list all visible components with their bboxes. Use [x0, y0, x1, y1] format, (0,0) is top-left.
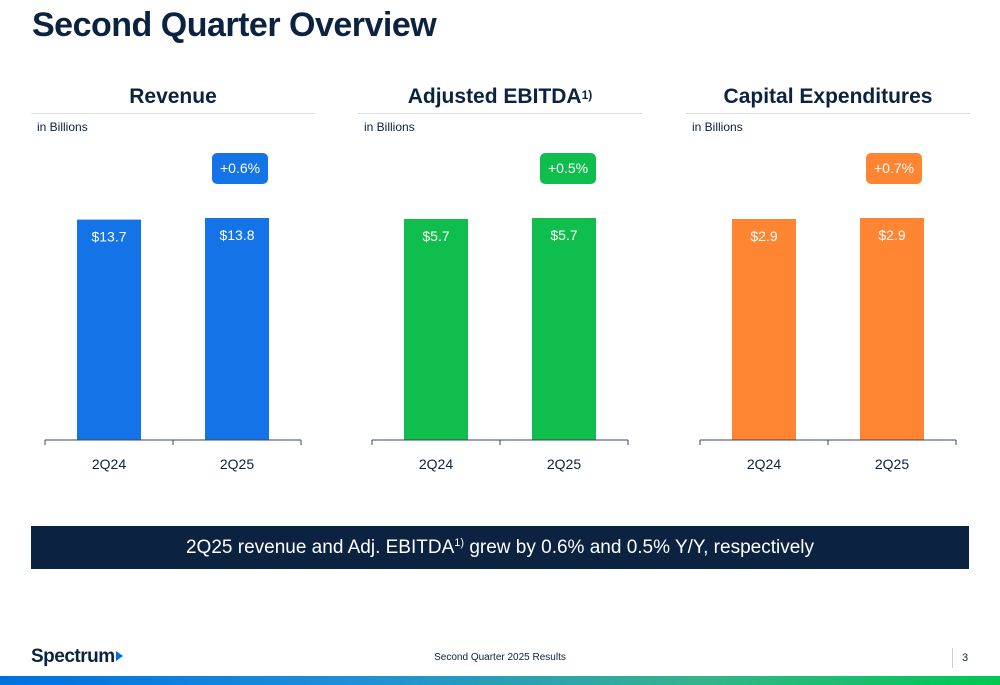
revenue-unit-label: in Billions: [37, 120, 88, 134]
ebitda-category-label: 2Q25: [547, 456, 581, 472]
summary-banner-footnote: 1): [454, 537, 465, 549]
revenue-bar-2Q24: [77, 219, 141, 440]
ebitda-unit-label: in Billions: [364, 120, 415, 134]
summary-banner-text-end: grew by 0.6% and 0.5% Y/Y, respectively: [464, 537, 814, 558]
summary-banner: 2Q25 revenue and Adj. EBITDA1) grew by 0…: [31, 526, 969, 569]
capex-bar-2Q24: [732, 219, 796, 440]
summary-banner-text-start: 2Q25 revenue and Adj. EBITDA: [185, 537, 455, 558]
ebitda-chart-title-text: Adjusted EBITDA: [407, 85, 582, 108]
spectrum-arrow-icon: [115, 650, 123, 661]
spectrum-logo-text: Spectrum: [31, 646, 115, 667]
spectrum-logo: Spectrum: [31, 646, 123, 668]
revenue-category-label: 2Q24: [92, 456, 126, 472]
footer-title: Second Quarter 2025 Results: [434, 652, 566, 663]
capex-category-label: 2Q25: [875, 456, 909, 472]
revenue-chart-title: Revenue: [31, 84, 315, 114]
ebitda-title-footnote: 1): [581, 88, 593, 102]
capex-bar-chart: $2.9 2Q24 $2.9 2Q25: [699, 218, 957, 472]
capex-chart-panel: Capital Expenditures in Billions +0.7% $…: [686, 84, 970, 484]
footer-divider: [952, 648, 953, 668]
page-title: Second Quarter Overview: [32, 6, 437, 44]
capex-chart-title-text: Capital Expenditures: [723, 85, 933, 108]
capex-unit-label: in Billions: [692, 120, 743, 134]
ebitda-value-label: $5.7: [550, 227, 577, 243]
revenue-chart-title-text: Revenue: [129, 85, 217, 108]
capex-category-label: 2Q24: [747, 456, 781, 472]
ebitda-change-badge: +0.5%: [540, 153, 597, 184]
revenue-value-label: $13.7: [91, 229, 126, 245]
bottom-gradient-stripe: [0, 676, 1000, 685]
revenue-category-label: 2Q25: [220, 456, 254, 472]
ebitda-value-label: $5.7: [422, 228, 449, 244]
revenue-chart-panel: Revenue in Billions +0.6% $13.7 2Q24 $13.8…: [31, 84, 315, 484]
revenue-value-label: $13.8: [219, 227, 254, 243]
revenue-bar-chart: $13.7 2Q24 $13.8 2Q25: [44, 218, 302, 472]
capex-change-badge: +0.7%: [866, 153, 923, 184]
ebitda-bar-2Q25: [532, 218, 596, 440]
ebitda-chart-title: Adjusted EBITDA1): [358, 84, 642, 114]
revenue-bar-2Q25: [205, 218, 269, 440]
page-number: 3: [962, 652, 969, 664]
capex-bar-2Q25: [860, 218, 924, 440]
ebitda-bar-chart: $5.7 2Q24 $5.7 2Q25: [371, 218, 629, 472]
ebitda-category-label: 2Q24: [419, 456, 453, 472]
ebitda-chart-panel: Adjusted EBITDA1) in Billions +0.5% $5.7…: [358, 84, 642, 484]
ebitda-bar-2Q24: [404, 219, 468, 440]
capex-chart-title: Capital Expenditures: [686, 84, 970, 114]
capex-value-label: $2.9: [878, 227, 905, 243]
revenue-change-badge: +0.6%: [212, 153, 269, 184]
capex-value-label: $2.9: [750, 228, 777, 244]
